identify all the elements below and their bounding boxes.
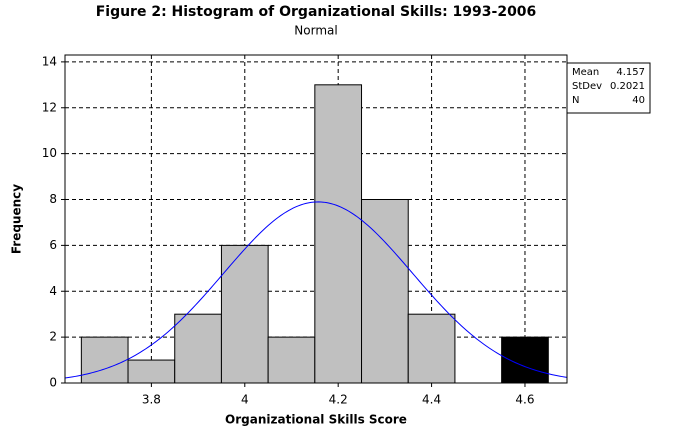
stats-label: Mean [572, 67, 599, 78]
x-axis-label: Organizational Skills Score [225, 413, 407, 427]
stats-label: StDev [572, 81, 602, 92]
x-tick-label: 4 [241, 393, 249, 407]
y-tick-label: 4 [49, 284, 57, 298]
chart-subtitle: Normal [294, 24, 337, 38]
bar [501, 336, 549, 384]
x-tick-label: 4.2 [329, 393, 348, 407]
stats-value: 40 [632, 95, 645, 106]
y-tick-label: 6 [49, 238, 57, 252]
bar [267, 336, 316, 384]
normal-curve [64, 201, 568, 379]
x-tick-label: 4.6 [515, 393, 534, 407]
y-axis-label: Frequency [10, 184, 24, 254]
y-tick-label: 8 [49, 192, 57, 206]
y-tick-label: 0 [49, 376, 57, 390]
bar [80, 336, 129, 384]
stats-box [566, 62, 651, 114]
stats-value: 0.2021 [610, 81, 645, 92]
bar [127, 359, 176, 384]
x-tick-label: 4.4 [422, 393, 441, 407]
y-tick-label: 14 [42, 54, 57, 68]
x-tick-label: 3.8 [142, 393, 161, 407]
plot-frame [64, 54, 568, 384]
stats-value: 4.157 [616, 67, 645, 78]
bar [220, 244, 269, 384]
y-tick-label: 12 [42, 100, 57, 114]
bar [174, 313, 222, 384]
bar [407, 313, 456, 384]
bar [361, 199, 409, 384]
chart-title: Figure 2: Histogram of Organizational Sk… [96, 4, 537, 20]
y-tick-label: 2 [49, 330, 57, 344]
stats-label: N [572, 95, 579, 106]
y-tick-label: 10 [42, 146, 57, 160]
bar [314, 84, 363, 384]
